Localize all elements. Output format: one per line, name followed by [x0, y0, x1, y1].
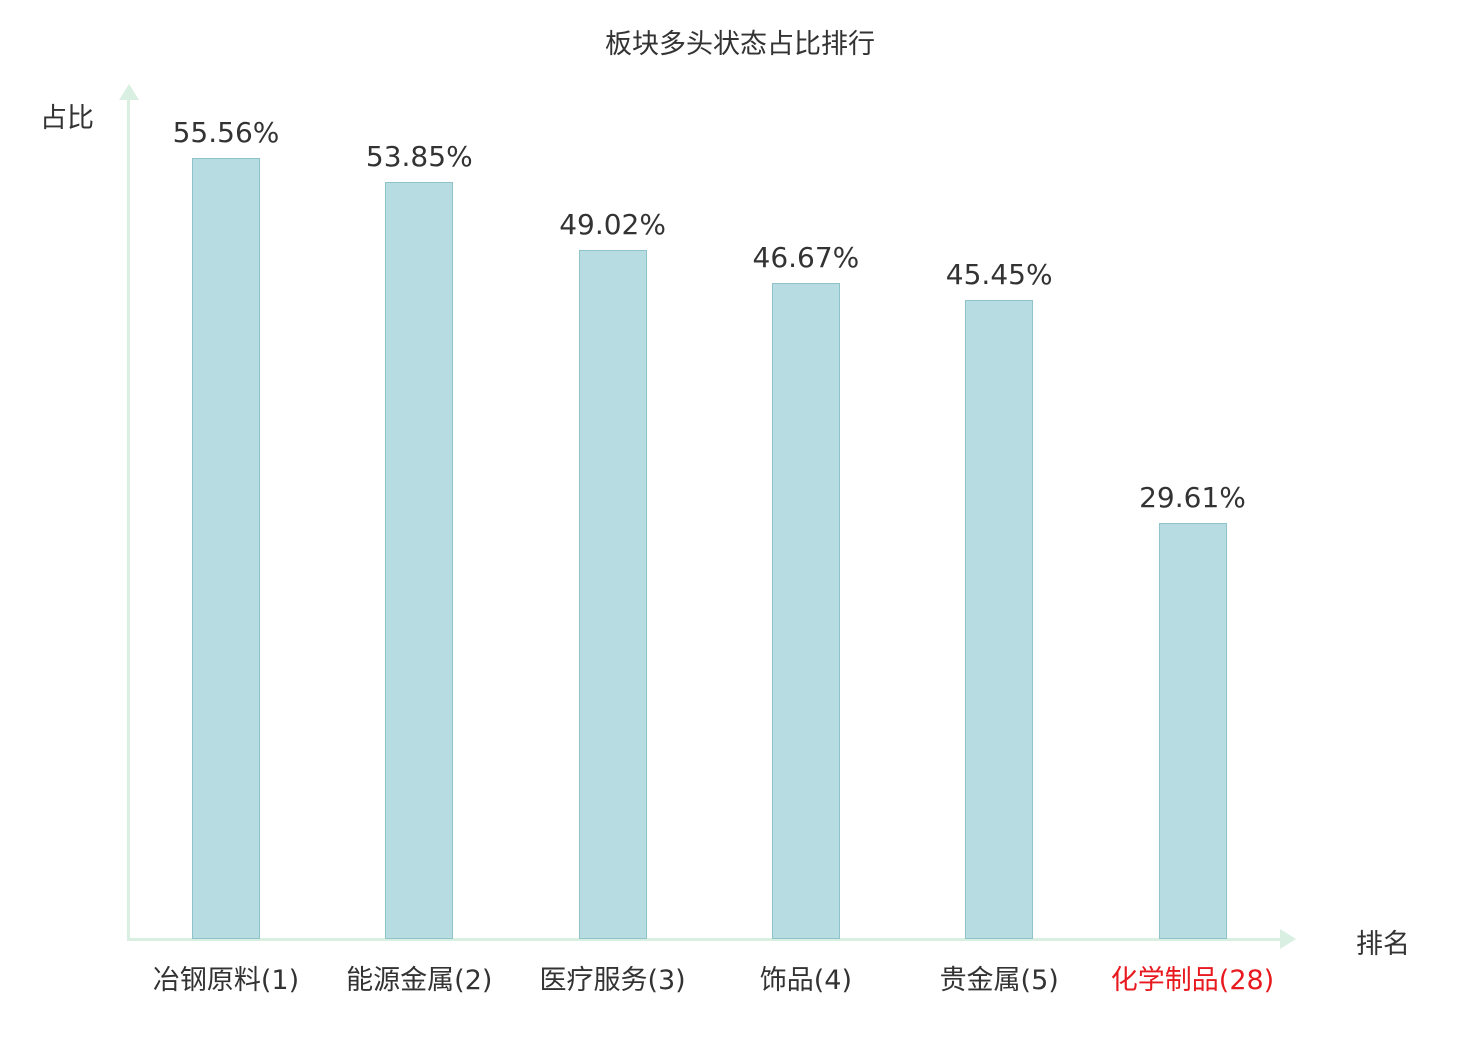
bar-category-label: 饰品(4) — [759, 965, 853, 996]
bar-value-label: 55.56% — [172, 116, 280, 149]
bar — [192, 158, 260, 939]
x-axis-arrow-icon — [1280, 929, 1296, 949]
bar-category-label: 能源金属(2) — [346, 965, 493, 996]
bar-category-label: 冶钢原料(1) — [152, 965, 300, 996]
chart-title: 板块多头状态占比排行 — [605, 29, 875, 60]
y-axis-label: 占比 — [40, 103, 94, 134]
bar-category-label: 化学制品(28) — [1110, 965, 1275, 996]
bar — [771, 283, 840, 939]
y-axis-arrow-icon — [119, 84, 139, 100]
bar-value-label: 49.02% — [559, 208, 666, 241]
bar — [385, 182, 454, 939]
bar — [578, 250, 647, 939]
x-axis-label: 排名 — [1356, 929, 1410, 960]
bar — [965, 300, 1034, 939]
bar-value-label: 29.61% — [1139, 481, 1246, 514]
y-axis-line — [127, 98, 130, 941]
bar — [1158, 523, 1227, 939]
x-axis-line — [127, 938, 1282, 941]
bar-value-label: 53.85% — [365, 140, 473, 173]
bar-category-label: 贵金属(5) — [939, 965, 1059, 996]
bar-value-label: 46.67% — [752, 241, 860, 274]
bar-value-label: 45.45% — [945, 258, 1053, 291]
bar-category-label: 医疗服务(3) — [539, 965, 686, 996]
